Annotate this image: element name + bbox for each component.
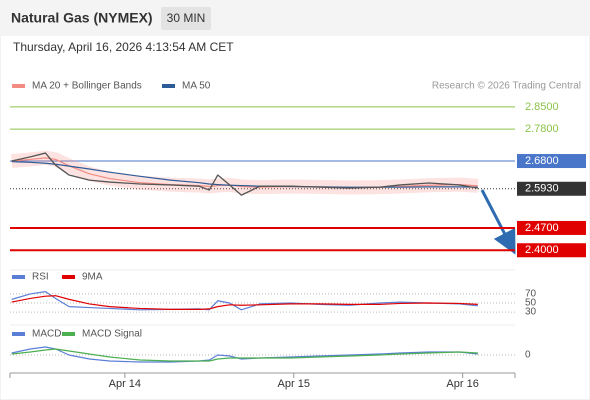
forecast-arrow: [480, 189, 516, 255]
credit: Research © 2026 Trading Central: [432, 81, 581, 92]
level-label: 2.4700: [525, 222, 559, 234]
legend-swatch: [62, 332, 75, 336]
legend-swatch: [12, 275, 25, 279]
level-label: 2.4000: [525, 244, 559, 256]
series-line: [11, 152, 478, 196]
y-tick-label: 50: [525, 298, 537, 309]
legend-swatch: [162, 84, 175, 88]
legend-label: MACD Signal: [82, 329, 142, 340]
header-bar: [0, 0, 590, 36]
series-line: [11, 346, 478, 363]
timeframe-pill: [161, 7, 211, 30]
level-label: 2.7800: [525, 123, 559, 135]
legend-swatch: [62, 275, 75, 279]
y-tick-label: 30: [525, 307, 537, 318]
datetime: Thursday, April 16, 2026 4:13:54 AM CET: [13, 40, 234, 54]
level-label: 2.8500: [525, 101, 559, 113]
legend-label: RSI: [32, 272, 49, 283]
title: Natural Gas (NYMEX): [11, 10, 153, 26]
x-tick-label: Apr 14: [109, 378, 141, 390]
legend-label: MACD: [32, 329, 61, 340]
legend-label: 9MA: [82, 272, 103, 283]
level-label-box: [517, 154, 586, 169]
level-label-box: [517, 220, 586, 235]
series-line: [11, 295, 478, 310]
x-tick-label: Apr 15: [278, 378, 310, 390]
level-label: 2.6800: [525, 155, 559, 167]
level-label-box: [517, 243, 586, 258]
x-tick-label: Apr 16: [446, 378, 478, 390]
legend-swatch: [12, 332, 25, 336]
level-label: 2.5930: [525, 183, 559, 195]
level-label-box: [517, 181, 586, 196]
legend-label: MA 20 + Bollinger Bands: [32, 81, 142, 92]
series-line: [11, 161, 478, 188]
timeframe: 30 MIN: [167, 11, 206, 25]
y-tick-label: 0: [525, 350, 531, 361]
legend-swatch: [12, 84, 25, 88]
series-line: [11, 348, 478, 362]
legend-label: MA 50: [182, 81, 211, 92]
series-line: [11, 291, 478, 311]
y-tick-label: 70: [525, 289, 537, 300]
